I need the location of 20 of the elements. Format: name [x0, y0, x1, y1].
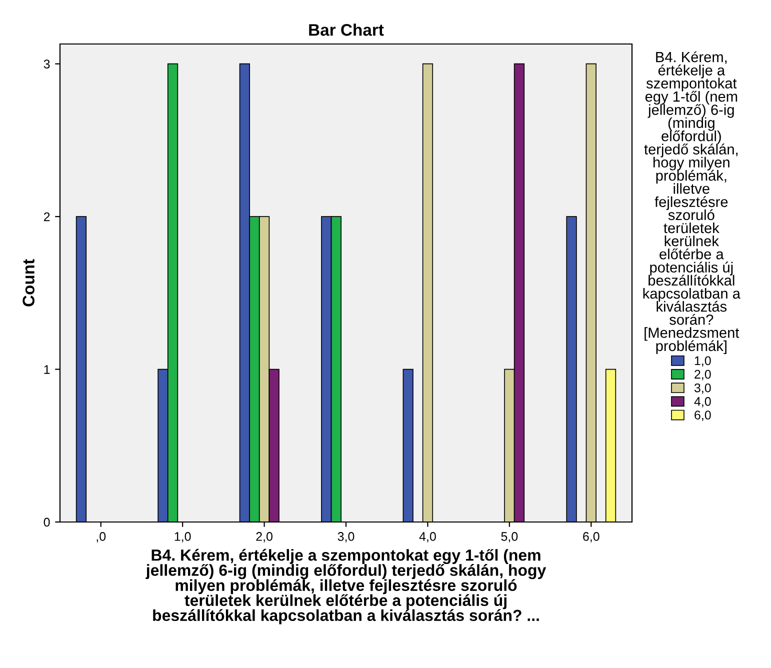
- x-tick-label: 6,0: [583, 532, 600, 542]
- y-axis-title: Count: [22, 259, 34, 306]
- x-tick-label: 4,0: [419, 532, 436, 542]
- x-tick-label: ,0: [96, 532, 106, 542]
- legend-label: 4,0: [694, 397, 711, 408]
- legend-label: 6,0: [694, 410, 711, 421]
- x-axis-title: B4. Kérem, értékelje a szempontokat egy 1-től (nem jellemző) 6-ig (mindig előfordul) terjedő skálán, hogy milyen problémák, illetve fejlesztésre szoruló területek kerülnek előtérbe a potenciális új beszállítókkal kapcsolatban a kiválasztás során? ...: [146, 548, 546, 624]
- x-tick-label: 2,0: [256, 532, 272, 542]
- legend-label: 1,0: [694, 356, 711, 367]
- y-tick-label: 0: [44, 518, 50, 527]
- x-tick-label: 1,0: [174, 532, 191, 542]
- legend-label: 3,0: [694, 383, 711, 394]
- chart-title: Bar Chart: [309, 24, 384, 36]
- y-tick-label: 1: [44, 365, 50, 374]
- x-tick-label: 5,0: [501, 532, 518, 542]
- legend-label: 2,0: [694, 370, 711, 380]
- y-tick-label: 3: [44, 60, 50, 69]
- y-tick-label: 2: [44, 212, 50, 222]
- text: B4. Kérem, értékelje a szempontokat egy 1-től (nem jellemző) 6-ig (mindig előfordul) terjedő skálán, hogy milyen problémák, illetve fejlesztésre szoruló területek kerülnek előtérbe a potenciális új beszállítókkal kapcsolatban a kiválasztás során? [Menedzsment problémák]: [643, 51, 740, 354]
- x-tick-label: 3,0: [338, 532, 354, 542]
